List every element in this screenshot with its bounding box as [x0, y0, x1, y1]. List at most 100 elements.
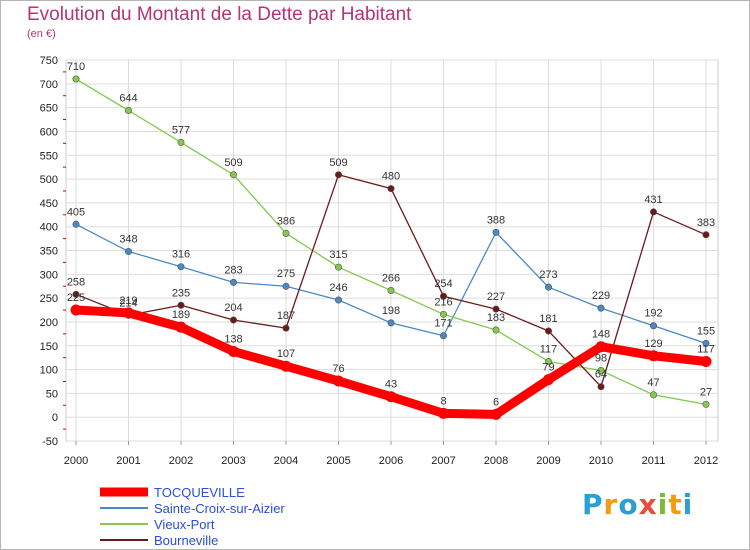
data-point: [334, 296, 342, 304]
data-label: 183: [487, 312, 505, 324]
data-point: [228, 345, 239, 357]
data-label: 266: [382, 273, 400, 285]
data-label: 47: [647, 377, 659, 389]
chart-subtitle: (en €): [27, 28, 56, 40]
data-label: 644: [119, 92, 137, 104]
data-point: [387, 319, 395, 327]
data-point: [385, 391, 397, 403]
data-point: [597, 367, 605, 375]
data-point: [702, 400, 710, 408]
y-tick-label: 150: [40, 341, 58, 353]
data-label: 117: [540, 343, 558, 355]
data-point: [544, 357, 552, 365]
data-label: 227: [487, 291, 505, 303]
brand-letter: x: [638, 488, 658, 521]
data-label: 148: [592, 329, 610, 341]
data-point: [439, 310, 447, 318]
data-label: 273: [539, 269, 557, 281]
data-label: 117: [697, 343, 715, 355]
data-point: [282, 229, 290, 237]
data-label: 187: [277, 310, 295, 322]
data-label: 8: [440, 395, 446, 407]
x-tick-label: 2005: [326, 455, 350, 467]
data-label: 275: [277, 268, 295, 280]
data-point: [595, 341, 607, 353]
y-tick-label: 400: [40, 222, 58, 234]
data-point: [334, 171, 342, 179]
data-point: [492, 305, 500, 313]
data-label: 192: [644, 308, 662, 320]
data-point: [439, 332, 447, 340]
data-point: [597, 304, 605, 312]
brand-letter: P: [582, 488, 604, 521]
data-label: 181: [539, 313, 557, 325]
data-point: [492, 326, 500, 334]
data-point: [70, 304, 82, 316]
data-label: 189: [172, 309, 190, 321]
y-tick-label: 300: [40, 269, 58, 281]
brand-letter: i: [657, 488, 669, 521]
data-point: [175, 321, 187, 333]
data-label: 6: [493, 396, 499, 408]
x-tick-label: 2012: [694, 455, 718, 467]
data-point: [438, 407, 449, 419]
x-tick-label: 2001: [116, 455, 140, 467]
x-tick-label: 2003: [221, 455, 245, 467]
data-label: 204: [224, 302, 242, 314]
data-label: 229: [592, 290, 610, 302]
y-tick-label: 250: [40, 293, 58, 305]
data-point: [230, 171, 238, 179]
y-tick-label: -50: [42, 436, 58, 448]
data-label: 155: [697, 325, 715, 337]
y-tick-label: 550: [40, 150, 58, 162]
x-tick-label: 2008: [484, 455, 508, 467]
data-label: 214: [119, 297, 137, 309]
y-tick-label: 600: [40, 126, 58, 138]
y-tick-label: 450: [40, 198, 58, 210]
data-point: [280, 360, 292, 372]
data-label: 509: [329, 157, 347, 169]
y-tick-label: 0: [52, 412, 58, 424]
y-tick-label: 100: [40, 365, 58, 377]
data-label: 76: [332, 363, 344, 375]
x-tick-label: 2009: [536, 455, 560, 467]
data-point: [492, 228, 500, 236]
legend-label: TOCQUEVILLE: [154, 485, 245, 500]
data-point: [230, 278, 238, 286]
y-tick-label: 700: [40, 79, 58, 91]
legend-label: Sainte-Croix-sur-Aizier: [154, 501, 285, 516]
data-label: 198: [382, 305, 400, 317]
data-label: 710: [67, 61, 85, 73]
data-label: 219: [119, 295, 137, 307]
y-tick-label: 350: [40, 246, 58, 258]
data-label: 431: [644, 194, 662, 206]
data-point: [544, 327, 552, 335]
data-point: [177, 138, 185, 146]
data-label: 107: [277, 348, 295, 360]
data-label: 509: [224, 157, 242, 169]
data-point: [439, 292, 447, 300]
brand-letter: t: [668, 488, 683, 521]
data-label: 129: [644, 338, 662, 350]
data-point: [177, 263, 185, 271]
data-label: 480: [382, 171, 400, 183]
data-label: 316: [172, 249, 190, 261]
data-point: [334, 263, 342, 271]
data-point: [72, 290, 80, 298]
data-point: [72, 220, 80, 228]
legend-label: Bourneville: [154, 533, 218, 548]
data-label: 79: [542, 362, 554, 374]
data-label: 315: [329, 249, 347, 261]
data-point: [282, 282, 290, 290]
data-point: [72, 75, 80, 83]
x-tick-label: 2011: [642, 455, 666, 467]
chart-title: Evolution du Montant de la Dette par Hab…: [27, 4, 412, 25]
data-label: 254: [434, 278, 452, 290]
data-point: [387, 287, 395, 295]
data-point: [123, 307, 134, 319]
data-point: [702, 231, 710, 239]
data-label: 98: [595, 353, 607, 365]
data-point: [597, 383, 605, 391]
data-point: [387, 185, 395, 193]
x-tick-label: 2010: [589, 455, 613, 467]
